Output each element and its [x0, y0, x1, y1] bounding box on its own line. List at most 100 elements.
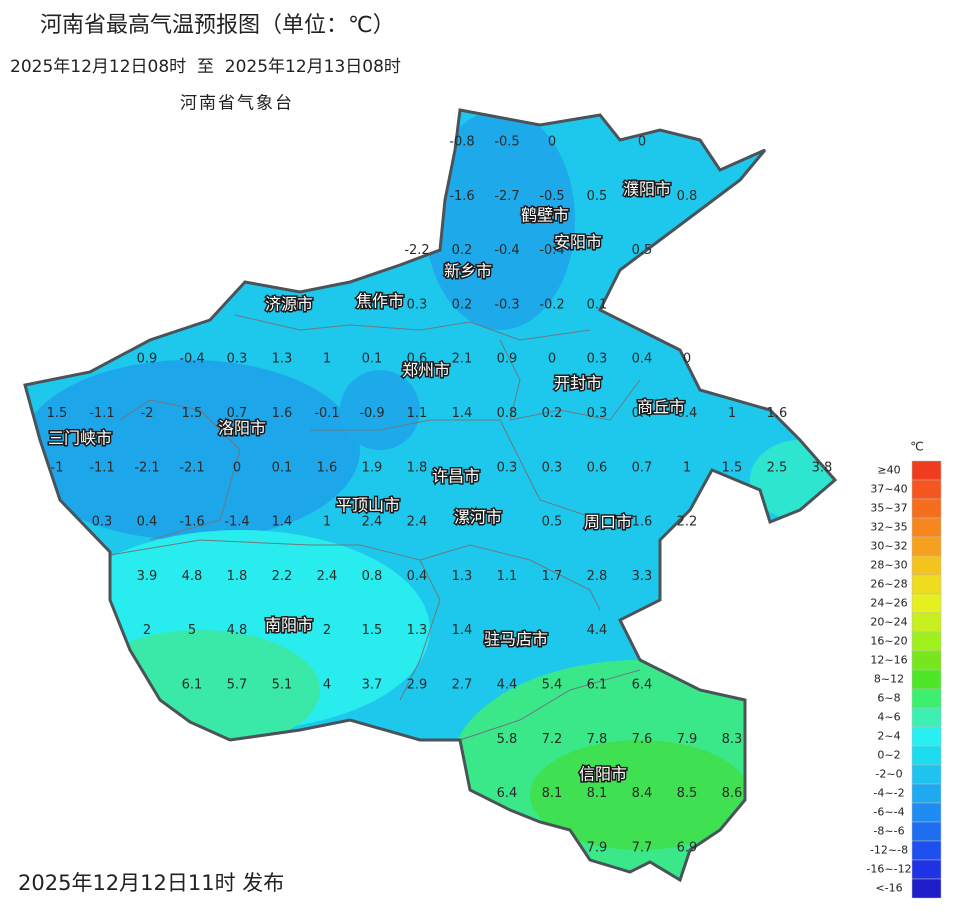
grid-value: 1.5: [182, 406, 203, 421]
legend-swatch: [911, 840, 942, 861]
grid-value: 0.2: [452, 243, 473, 258]
grid-value: 0.8: [362, 569, 383, 584]
legend: ℃ ≥40 37~40 35~37 32~35 30~32 28~30 26~28 24~26…: [866, 440, 942, 899]
grid-value: 1: [728, 406, 736, 421]
grid-value: -2: [141, 406, 154, 421]
border: [310, 419, 601, 521]
grid-value: 1.7: [542, 569, 563, 584]
grid-value: 0.2: [542, 406, 563, 421]
grid-value: 3.7: [362, 678, 383, 693]
grid-value: 2.2: [677, 515, 698, 530]
grid-value: -1.4: [224, 515, 249, 530]
cold-area: [25, 360, 360, 540]
grid-value: 7.9: [677, 732, 698, 747]
legend-label: 20~24: [870, 616, 907, 629]
warm-area: [530, 740, 750, 850]
grid-value: 1.4: [272, 515, 293, 530]
grid-value: 0.6: [587, 460, 608, 475]
grid-value: 2: [143, 623, 151, 638]
legend-label: 8~12: [874, 673, 904, 686]
grid-value: 0: [548, 135, 556, 150]
legend-label: 24~26: [870, 597, 907, 610]
legend-swatch: [911, 688, 942, 709]
grid-value: -1.6: [179, 515, 204, 530]
agency: 河南省气象台: [180, 94, 294, 114]
legend-swatch: [911, 745, 942, 766]
legend-swatch: [911, 498, 942, 519]
grid-value: -0.4: [494, 243, 519, 258]
legend-label: 4~6: [877, 711, 900, 724]
grid-value: 0.4: [137, 515, 158, 530]
grid-value: 8.3: [722, 732, 743, 747]
grid-value: 1.6: [767, 406, 788, 421]
grid-value: -0.5: [494, 135, 519, 150]
grid-value: 0.4: [677, 406, 698, 421]
grid-value: 7.7: [632, 840, 653, 855]
grid-value: 1.3: [452, 569, 473, 584]
grid-value: 1: [683, 460, 691, 475]
grid-value: 7.9: [587, 840, 608, 855]
grid-value: 0.9: [137, 352, 158, 367]
temperature-fill: [25, 110, 835, 880]
city-label: 漯河市: [454, 508, 502, 527]
legend-swatch: [911, 593, 942, 614]
grid-value: 0: [233, 460, 241, 475]
grid-value: 3.9: [137, 569, 158, 584]
grid-value: 5.7: [227, 678, 248, 693]
grid-value: 0.1: [272, 460, 293, 475]
grid-value: 7.8: [587, 732, 608, 747]
grid-value: 0.4: [407, 569, 428, 584]
grid-value: 2.5: [767, 460, 788, 475]
grid-value: 0.7: [632, 460, 653, 475]
grid-value: 0.5: [632, 243, 653, 258]
legend-swatch: [911, 460, 942, 481]
legend-swatch: [911, 650, 942, 671]
legend-label: 32~35: [870, 521, 907, 534]
grid-value: 8.4: [632, 786, 653, 801]
grid-value: 0: [638, 135, 646, 150]
grid-value: 2.8: [587, 569, 608, 584]
city-label: 南阳市: [265, 616, 313, 635]
legend-label: ≥40: [877, 464, 900, 477]
grid-value: 6.4: [632, 678, 653, 693]
legend-label: 0~2: [877, 749, 900, 762]
legend-swatch: [911, 517, 942, 538]
grid-value: -1.1: [89, 406, 114, 421]
grid-value: 0.1: [587, 297, 608, 312]
grid-value: 2: [323, 623, 331, 638]
city-label: 安阳市: [554, 233, 602, 252]
grid-value: 6.1: [587, 678, 608, 693]
grid-value: -0.1: [314, 406, 339, 421]
grid-value: 0.3: [92, 515, 113, 530]
legend-label: -4~-2: [873, 787, 904, 800]
grid-value: 1.3: [407, 623, 428, 638]
grid-value: -1.1: [89, 460, 114, 475]
grid-value: 3.8: [812, 460, 833, 475]
grid-value: 2.9: [407, 678, 428, 693]
legend-swatch: [911, 555, 942, 576]
legend-label: 35~37: [870, 502, 907, 515]
grid-value: 2.1: [452, 352, 473, 367]
grid-value: 0.4: [632, 406, 653, 421]
city-borders: [109, 314, 641, 741]
city-label: 信阳市: [579, 765, 627, 784]
grid-value: 1.3: [272, 352, 293, 367]
border: [234, 314, 591, 341]
grid-value: 5: [188, 623, 196, 638]
legend-swatch: [911, 821, 942, 842]
city-label: 驻马店市: [484, 630, 548, 649]
legend-swatch: [911, 707, 942, 728]
grid-value: 1.6: [272, 406, 293, 421]
grid-value: 1.9: [362, 460, 383, 475]
grid-value: 4.4: [497, 678, 518, 693]
grid-value: 1.1: [497, 569, 518, 584]
grid-value: 0.6: [407, 352, 428, 367]
legend-label: 16~20: [870, 635, 907, 648]
grid-value: 0.3: [227, 352, 248, 367]
grid-value: -0.2: [539, 297, 564, 312]
grid-value: 0: [683, 352, 691, 367]
legend-label: 30~32: [870, 540, 907, 553]
legend-unit: ℃: [910, 440, 923, 454]
